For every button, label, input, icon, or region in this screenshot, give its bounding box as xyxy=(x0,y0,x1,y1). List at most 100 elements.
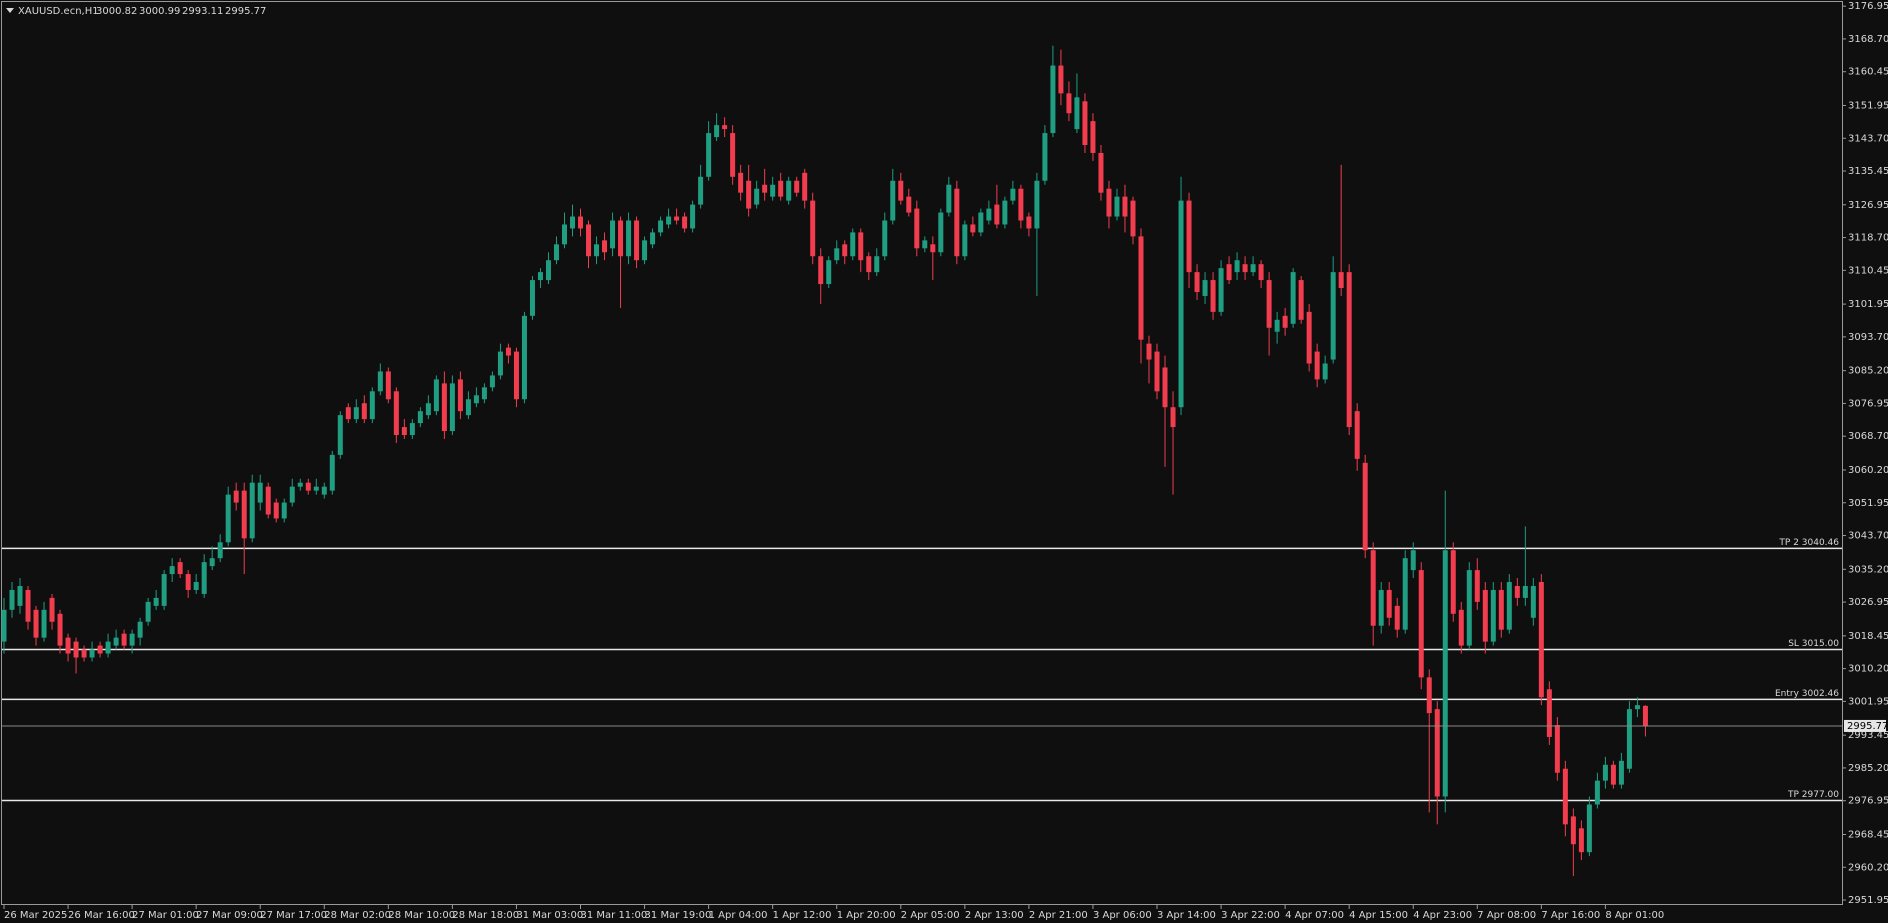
x-tick-label: 7 Apr 08:00 xyxy=(1477,910,1536,921)
candle-body xyxy=(730,133,736,177)
candle-body xyxy=(345,407,351,420)
candle-body xyxy=(882,220,888,257)
candle-body xyxy=(305,482,311,491)
candle-body xyxy=(1170,407,1176,428)
candle-body xyxy=(1546,689,1552,737)
x-tick-label: 3 Apr 06:00 xyxy=(1093,910,1152,921)
x-tick-label: 2 Apr 13:00 xyxy=(965,910,1024,921)
y-tick-label: 3043.70 xyxy=(1848,531,1888,542)
candle-body xyxy=(1258,264,1264,281)
candle-body xyxy=(33,609,39,638)
candle-body xyxy=(225,494,231,543)
candle-body xyxy=(25,589,31,622)
candle-body xyxy=(561,224,567,245)
candle-body xyxy=(650,232,656,245)
candle-body xyxy=(1106,188,1112,217)
y-tick-label: 3126.95 xyxy=(1848,200,1888,211)
candle-body xyxy=(946,184,952,213)
x-tick-label: 26 Mar 16:00 xyxy=(68,910,135,921)
candle-body xyxy=(177,562,183,575)
candle-body xyxy=(1178,200,1184,408)
candle-body xyxy=(1306,311,1312,364)
candle-body xyxy=(962,224,968,257)
candle-body xyxy=(1050,65,1056,134)
candle-body xyxy=(1466,570,1472,646)
x-tick-label: 31 Mar 03:00 xyxy=(516,910,583,921)
candle-body xyxy=(1322,363,1328,380)
candle-body xyxy=(1298,280,1304,320)
y-tick-label: 3001.95 xyxy=(1848,696,1888,707)
candle-body xyxy=(497,351,503,376)
candle-body xyxy=(17,585,23,606)
candle-body xyxy=(441,383,447,432)
candle-body xyxy=(521,315,527,400)
candle-body xyxy=(586,224,592,257)
candle-body xyxy=(529,280,535,316)
candle-body xyxy=(1530,585,1536,618)
candle-body xyxy=(1394,605,1400,630)
candle-body xyxy=(858,232,864,261)
last-high: 3000.99 xyxy=(139,6,180,17)
x-tick-label: 28 Mar 10:00 xyxy=(388,910,455,921)
candle-body xyxy=(866,256,872,273)
x-tick-label: 28 Mar 18:00 xyxy=(452,910,519,921)
candle-body xyxy=(1610,764,1616,785)
y-tick-label: 3101.95 xyxy=(1848,299,1888,310)
candle-body xyxy=(473,395,479,404)
y-tick-label: 3168.70 xyxy=(1848,34,1888,45)
candle-body xyxy=(297,482,303,487)
candle-body xyxy=(481,387,487,400)
level-label: TP 2 3040.46 xyxy=(1778,538,1839,548)
candle-body xyxy=(634,220,640,261)
y-tick-label: 3010.20 xyxy=(1848,664,1888,675)
candle-body xyxy=(1490,589,1496,642)
candle-body xyxy=(153,597,159,606)
candle-body xyxy=(1,609,7,642)
candle-body xyxy=(578,216,584,229)
level-label: Entry 3002.46 xyxy=(1775,689,1839,699)
x-tick-label: 31 Mar 19:00 xyxy=(645,910,712,921)
candle-body xyxy=(1522,585,1528,598)
level-label: SL 3015.00 xyxy=(1788,639,1839,649)
x-tick-label: 27 Mar 01:00 xyxy=(132,910,199,921)
x-tick-label: 27 Mar 17:00 xyxy=(260,910,327,921)
candle-body xyxy=(401,427,407,436)
y-tick-label: 3176.95 xyxy=(1848,1,1888,12)
x-tick-label: 31 Mar 11:00 xyxy=(581,910,648,921)
candle-body xyxy=(433,379,439,412)
y-tick-label: 2951.95 xyxy=(1848,895,1888,906)
y-tick-label: 3151.95 xyxy=(1848,100,1888,111)
candle-body xyxy=(489,375,495,388)
candle-body xyxy=(1034,180,1040,229)
y-tick-label: 3018.45 xyxy=(1848,631,1888,642)
candle-body xyxy=(265,486,271,515)
y-tick-label: 3110.45 xyxy=(1848,265,1888,276)
candle-body xyxy=(1434,709,1440,797)
y-tick-label: 3135.45 xyxy=(1848,166,1888,177)
x-tick-label: 1 Apr 12:00 xyxy=(773,910,832,921)
candle-body xyxy=(377,371,383,392)
candle-body xyxy=(1330,272,1336,360)
candle-body xyxy=(1602,764,1608,781)
y-tick-label: 3118.70 xyxy=(1848,233,1888,244)
candle-body xyxy=(1162,367,1168,408)
y-tick-label: 3060.20 xyxy=(1848,465,1888,476)
candle-body xyxy=(834,248,840,261)
candle-body xyxy=(1386,589,1392,618)
candle-body xyxy=(185,574,191,590)
level-label: TP 2977.00 xyxy=(1787,790,1839,800)
candle-body xyxy=(1402,558,1408,630)
candle-body xyxy=(914,208,920,249)
candle-body xyxy=(1122,196,1128,217)
candle-body xyxy=(1042,133,1048,181)
menu-arrow[interactable] xyxy=(6,8,14,13)
candle-body xyxy=(698,176,704,205)
candle-body xyxy=(97,645,103,654)
y-tick-label: 2968.45 xyxy=(1848,829,1888,840)
candle-body xyxy=(417,411,423,424)
candle-body xyxy=(1250,264,1256,273)
y-tick-label: 2976.95 xyxy=(1848,796,1888,807)
candle-body xyxy=(217,542,223,559)
